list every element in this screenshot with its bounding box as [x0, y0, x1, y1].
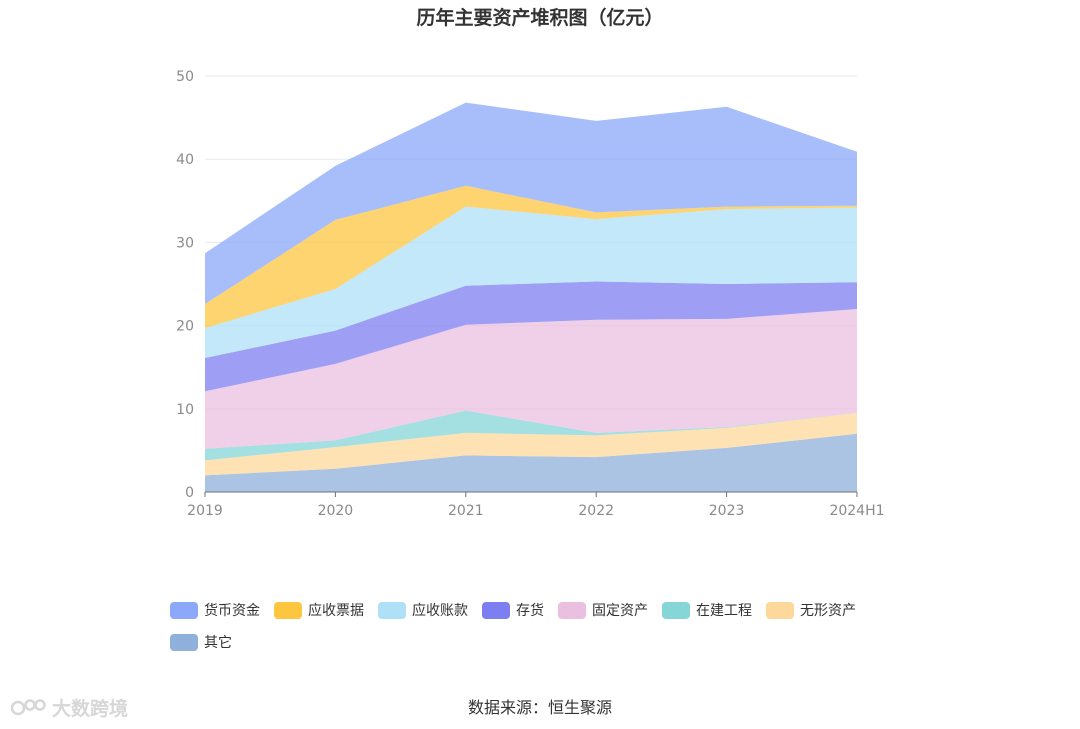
legend-label: 固定资产	[592, 603, 648, 619]
x-tick-label: 2021	[448, 503, 484, 519]
y-tick-label: 0	[185, 485, 194, 501]
legend-label: 应收账款	[412, 603, 468, 619]
area-其它	[205, 433, 857, 492]
legend-swatch	[378, 601, 406, 619]
legend-item[interactable]: 应收账款	[378, 600, 468, 620]
legend: 货币资金 应收票据 应收账款 存货 固定资产 在建工程 无形资产其它	[170, 600, 930, 652]
x-tick-label: 2020	[318, 503, 354, 519]
legend-item[interactable]: 应收票据	[274, 600, 364, 620]
x-tick-label: 2019	[187, 503, 223, 519]
chart-title: 历年主要资产堆积图（亿元）	[416, 6, 663, 29]
legend-label: 存货	[516, 603, 544, 619]
y-tick-label: 10	[176, 402, 194, 418]
watermark-logo-icon	[10, 698, 46, 715]
watermark-text: 大数跨境	[52, 698, 129, 720]
legend-label: 货币资金	[204, 603, 260, 619]
x-tick-label: 2023	[709, 503, 745, 519]
legend-label: 应收票据	[308, 603, 364, 619]
legend-item[interactable]: 存货	[482, 600, 544, 620]
data-source: 数据来源：恒生聚源	[467, 698, 612, 717]
legend-item[interactable]: 货币资金	[170, 600, 260, 620]
legend-swatch	[482, 601, 510, 619]
area-series	[205, 102, 857, 492]
area-固定资产	[205, 309, 857, 449]
x-tick-label: 2024H1	[829, 503, 884, 519]
y-tick-label: 30	[176, 235, 194, 251]
legend-label: 在建工程	[696, 603, 752, 619]
legend-item[interactable]: 固定资产	[558, 600, 648, 620]
area-无形资产	[205, 413, 857, 476]
area-应收票据	[205, 185, 857, 329]
legend-item[interactable]: 无形资产	[766, 600, 856, 620]
y-tick-label: 50	[176, 69, 194, 85]
legend-swatch	[662, 601, 690, 619]
area-货币资金	[205, 102, 857, 304]
legend-label: 无形资产	[800, 603, 856, 619]
y-tick-label: 40	[176, 152, 194, 168]
legend-item[interactable]: 在建工程	[662, 600, 752, 620]
legend-swatch	[558, 601, 586, 619]
legend-swatch	[170, 601, 198, 619]
watermark: 大数跨境	[10, 694, 128, 721]
area-应收账款	[205, 206, 857, 358]
x-tick-label: 2022	[578, 503, 614, 519]
legend-item[interactable]: 其它	[170, 632, 232, 652]
legend-swatch	[766, 601, 794, 619]
axes: 0 10 20 30 40 50 2019 2020 2021 2022 2023 2024H1	[176, 69, 884, 519]
legend-swatch	[274, 601, 302, 619]
y-tick-label: 20	[176, 319, 194, 335]
legend-label: 其它	[204, 635, 232, 651]
area-存货	[205, 281, 857, 392]
legend-swatch	[170, 633, 198, 651]
